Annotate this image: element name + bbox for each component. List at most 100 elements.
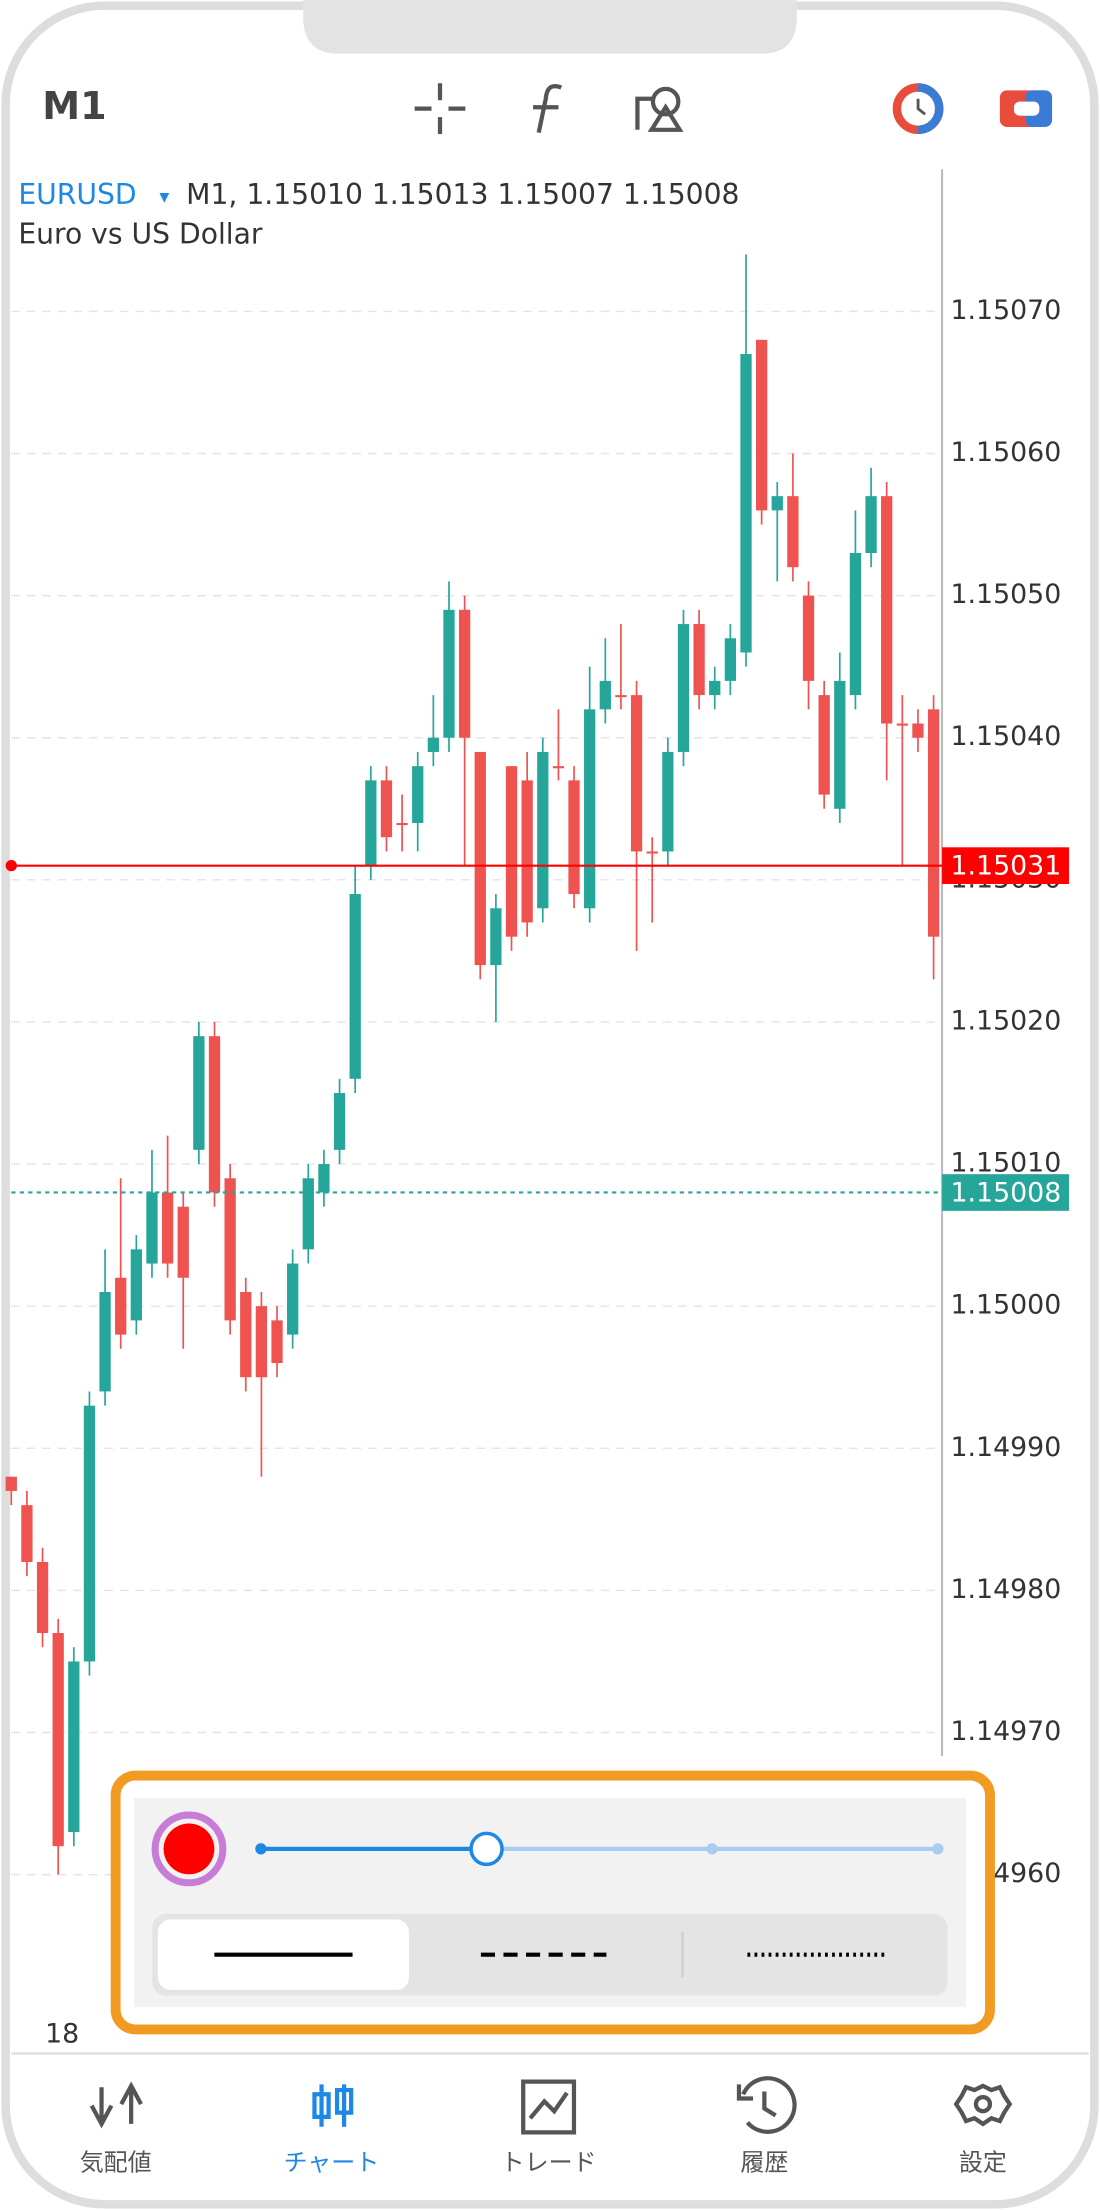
ohlc-info: M1, 1.15010 1.15013 1.15007 1.15008 (186, 178, 739, 211)
tab-icon (89, 2081, 143, 2129)
candle-body (349, 894, 361, 1079)
candle-body (537, 751, 549, 909)
y-tick-label: 1.15010 (951, 1148, 1062, 1179)
candle-body (99, 1291, 111, 1392)
candle-body (662, 751, 674, 852)
candle-body (130, 1249, 142, 1321)
toolbar-icons (414, 83, 684, 135)
tab-bar: 気配値 チャート トレード 履歴 設定 (80, 2076, 1013, 2176)
candle-body (709, 680, 721, 696)
price-label: 1.15008 (951, 1177, 1062, 1208)
tab-label[interactable]: 履歴 (740, 2148, 788, 2176)
tab-icon (312, 2084, 354, 2127)
candle-body (380, 780, 393, 838)
candle-body (490, 908, 502, 966)
tab-icon (736, 2076, 797, 2134)
price-label-box (942, 1174, 1069, 1211)
candle-body (521, 780, 533, 923)
candle-body (36, 1561, 49, 1634)
symbol-description: Euro vs US Dollar (18, 218, 263, 251)
crosshair-icon[interactable] (414, 83, 466, 135)
candle-body (927, 709, 940, 937)
candle-body (193, 1036, 205, 1150)
candle-body (21, 1505, 33, 1562)
indicator-icon[interactable] (533, 83, 563, 134)
candle-body (771, 496, 783, 511)
candle-body (224, 1178, 236, 1321)
candle-body (693, 624, 705, 696)
candle-body (5, 1476, 17, 1491)
y-tick-label: 1.15050 (951, 579, 1062, 610)
timeframe[interactable]: M1 (42, 84, 106, 128)
candle-body (630, 695, 643, 852)
candle-body (146, 1192, 158, 1264)
tab-icon (973, 2095, 993, 2114)
candle-body (240, 1291, 252, 1378)
candle-body (568, 780, 580, 895)
candle-body (333, 1093, 346, 1150)
candle-body (287, 1263, 299, 1335)
candle-body (412, 766, 424, 824)
tab-label[interactable]: 気配値 (80, 2148, 152, 2176)
candle-body (365, 780, 377, 866)
y-tick-label: 1.14980 (951, 1574, 1062, 1605)
candle-body (646, 851, 658, 854)
trade-icon[interactable] (999, 90, 1053, 127)
candle-body (834, 680, 846, 809)
candle-body (474, 751, 486, 966)
candle-body (396, 823, 408, 826)
y-tick-label: 1.15070 (951, 295, 1062, 326)
candle-body (208, 1036, 221, 1193)
y-tick-label: 1.15040 (951, 721, 1062, 752)
symbol[interactable]: EURUSD (18, 178, 136, 211)
y-tick-label: 1.14990 (951, 1432, 1062, 1463)
candle-body (881, 496, 893, 724)
candle-body (161, 1192, 174, 1264)
price-label-box (942, 847, 1069, 884)
candle-body (68, 1661, 80, 1832)
candle-body (865, 496, 877, 553)
candle-body (458, 609, 471, 738)
candle-body (896, 723, 908, 726)
chart: 1.150701.150601.150501.150401.150301.150… (5, 169, 1069, 1889)
width-slider[interactable] (469, 1831, 504, 1867)
account-icon[interactable] (892, 83, 944, 135)
candle-body (740, 354, 752, 653)
candle-body (818, 695, 830, 795)
tab-icon (521, 2079, 577, 2135)
candle-body (427, 737, 439, 752)
tab-label[interactable]: 設定 (959, 2148, 1007, 2176)
candle-body (787, 496, 799, 568)
candle-body (849, 552, 862, 696)
candle-body (115, 1277, 127, 1335)
candle-body (912, 723, 924, 738)
y-tick-label: 1.14970 (951, 1716, 1062, 1747)
x-tick-label: 18 (45, 2019, 79, 2050)
candle-body (584, 709, 596, 909)
color-picker[interactable] (151, 1811, 227, 1887)
candle-body (505, 766, 518, 937)
candle-body (724, 638, 737, 681)
tab-label[interactable]: トレード (501, 2148, 597, 2176)
price-line-marker (5, 859, 17, 872)
objects-icon[interactable] (635, 86, 684, 132)
notch (303, 0, 797, 54)
line-style-panel (110, 1770, 995, 2035)
tab-icon (953, 2083, 1013, 2127)
candle-body (271, 1320, 283, 1364)
candle-body (177, 1206, 189, 1278)
candle-body (552, 766, 565, 769)
symbol-menu[interactable]: ▾ (159, 185, 169, 208)
y-tick-label: 1.15000 (951, 1290, 1062, 1321)
candle-body (599, 680, 611, 710)
candle-body (443, 609, 455, 738)
candle-body (255, 1306, 268, 1378)
candle-body (318, 1164, 330, 1193)
y-tick-label: 1.15060 (951, 437, 1062, 468)
candle-body (302, 1178, 314, 1250)
candle-body (52, 1633, 64, 1847)
candle-body (677, 624, 690, 752)
tab-label[interactable]: チャート (284, 2148, 380, 2176)
